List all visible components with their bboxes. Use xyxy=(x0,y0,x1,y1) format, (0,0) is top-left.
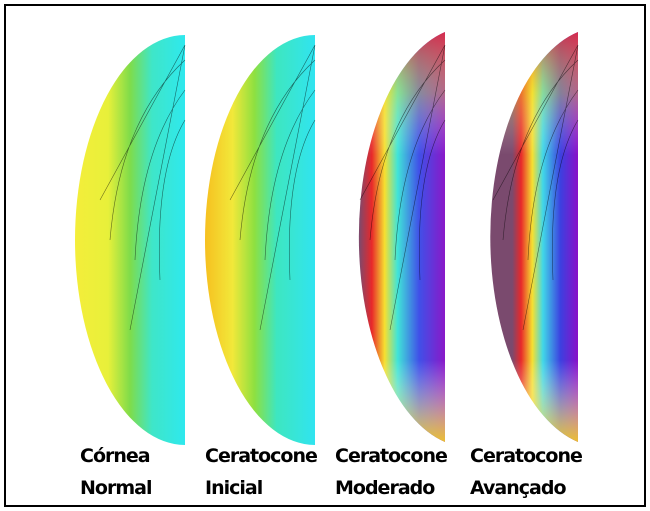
panel-label: Córnea xyxy=(80,445,150,467)
panel-label: Ceratocone xyxy=(205,445,317,467)
panel-label: Normal xyxy=(80,477,151,499)
page: {"panels": [ {"lines": ["Córnea", "Norma… xyxy=(0,0,650,511)
panel-label: Ceratocone xyxy=(470,445,582,467)
panel-label: Ceratocone xyxy=(335,445,447,467)
panel-label: Moderado xyxy=(335,477,435,499)
panel-label: Inicial xyxy=(205,477,262,499)
panel-label: Avançado xyxy=(470,477,566,499)
figure: Córnea Normal Ceratocone Inicial Ceratocone M… xyxy=(0,0,650,511)
